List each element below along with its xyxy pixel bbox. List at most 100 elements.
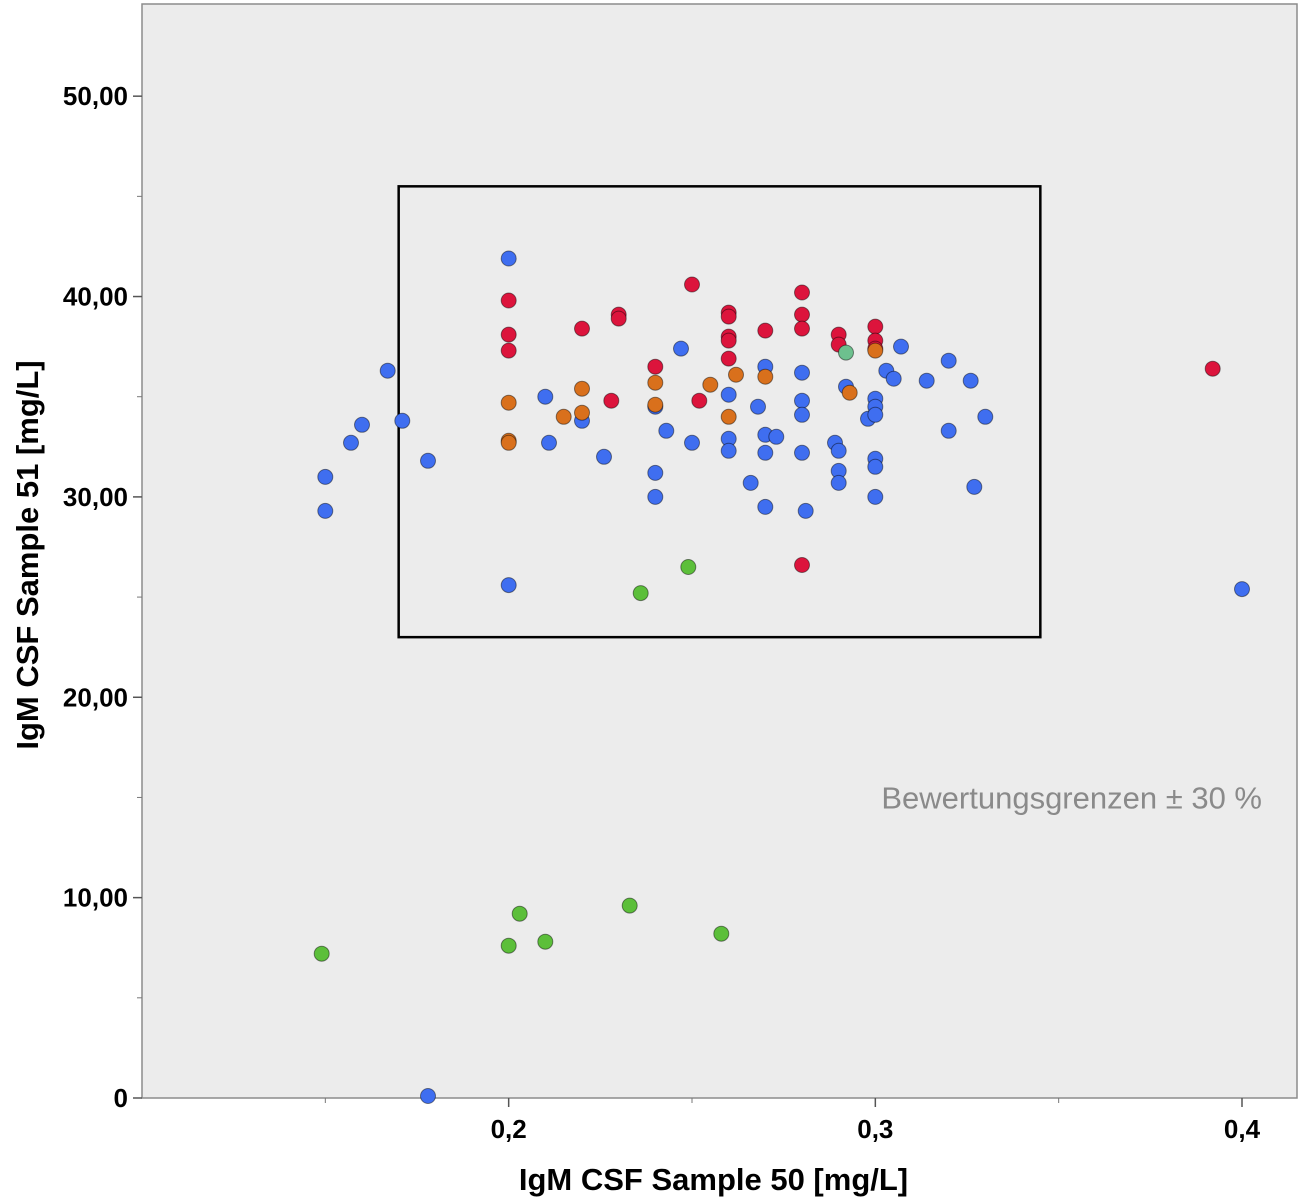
data-point: [757, 444, 774, 461]
data-point: [420, 452, 436, 469]
acceptance-limit-annotation: Bewertungsgrenzen ± 30 %: [881, 780, 1262, 815]
data-point: [720, 350, 737, 367]
data-point: [750, 398, 766, 415]
data-point: [500, 292, 517, 309]
data-point: [794, 364, 810, 381]
data-point: [691, 392, 708, 409]
data-point: [838, 344, 854, 361]
data-point: [720, 308, 737, 325]
data-point: [537, 933, 554, 950]
data-point: [379, 362, 396, 379]
data-point: [647, 396, 664, 413]
y-tick-label: 50,00: [63, 81, 128, 111]
data-point: [1234, 581, 1250, 598]
data-point: [966, 478, 983, 495]
y-tick-label: 20,00: [63, 682, 128, 712]
data-point: [500, 250, 517, 267]
x-tick-label: 0,4: [1224, 1114, 1261, 1144]
data-point: [742, 474, 759, 491]
y-tick-label: 40,00: [63, 282, 128, 312]
data-point: [511, 905, 528, 922]
data-point: [757, 498, 774, 515]
data-point: [343, 434, 359, 451]
data-point: [728, 366, 744, 383]
data-point: [684, 434, 700, 451]
acceptance-limit-box: [397, 185, 1042, 639]
data-point: [768, 428, 785, 445]
data-point: [893, 338, 909, 355]
data-point: [500, 434, 517, 451]
data-point: [867, 488, 884, 505]
data-point: [867, 342, 884, 359]
data-point: [673, 340, 689, 357]
data-point: [841, 384, 858, 401]
data-point: [830, 474, 847, 491]
data-point: [500, 342, 517, 359]
data-point: [713, 925, 730, 942]
x-axis-title: IgM CSF Sample 50 [mg/L]: [519, 1162, 908, 1197]
data-point: [794, 444, 810, 461]
data-point: [500, 937, 517, 954]
data-point: [918, 372, 935, 389]
x-axis: 0,2 0,3 0,4: [324, 1098, 1261, 1144]
data-point: [420, 1088, 436, 1104]
data-point: [317, 468, 334, 485]
data-point: [555, 408, 572, 425]
data-points: [313, 250, 1250, 1104]
data-point: [940, 422, 957, 439]
data-point: [632, 585, 649, 602]
data-point: [720, 332, 737, 349]
data-point: [680, 559, 697, 575]
x-tick-label: 0,3: [857, 1114, 893, 1144]
data-point: [757, 368, 774, 385]
data-point: [313, 945, 330, 962]
data-point: [867, 318, 884, 335]
y-tick-label: 10,00: [63, 883, 128, 913]
x-tick-label: 0,2: [491, 1114, 527, 1144]
data-point: [317, 502, 334, 519]
data-point: [647, 374, 664, 391]
y-axis: 0 10,00 20,00 30,00 40,00 50,00: [63, 81, 142, 1113]
data-point: [596, 448, 612, 465]
data-point: [867, 458, 884, 475]
data-point: [574, 320, 590, 337]
data-point: [603, 392, 620, 409]
y-tick-label: 30,00: [63, 482, 128, 512]
data-point: [541, 434, 557, 451]
data-point: [621, 897, 638, 914]
data-point: [940, 352, 957, 369]
data-point: [647, 464, 664, 481]
data-point: [962, 372, 979, 389]
data-point: [720, 442, 737, 459]
data-point: [885, 370, 902, 387]
data-point: [647, 358, 664, 375]
data-point: [797, 502, 814, 519]
data-point: [1204, 360, 1221, 377]
data-point: [702, 376, 719, 393]
data-point: [500, 326, 517, 343]
data-point: [867, 406, 884, 423]
data-point: [757, 322, 774, 339]
data-point: [500, 394, 517, 411]
data-point: [574, 404, 590, 421]
data-point: [794, 284, 810, 301]
data-point: [537, 388, 554, 405]
data-point: [977, 408, 994, 425]
data-point: [500, 577, 517, 594]
y-tick-label: 0: [114, 1083, 128, 1113]
data-point: [574, 380, 590, 397]
data-point: [794, 392, 810, 409]
data-point: [720, 408, 737, 425]
data-point: [794, 306, 810, 323]
data-point: [647, 488, 664, 505]
data-point: [794, 320, 810, 337]
data-point: [354, 416, 370, 433]
data-point: [610, 310, 627, 327]
data-point: [794, 406, 810, 423]
data-point: [684, 276, 700, 293]
data-point: [394, 412, 411, 429]
data-point: [720, 386, 737, 403]
data-point: [830, 442, 847, 459]
data-point: [794, 557, 810, 573]
